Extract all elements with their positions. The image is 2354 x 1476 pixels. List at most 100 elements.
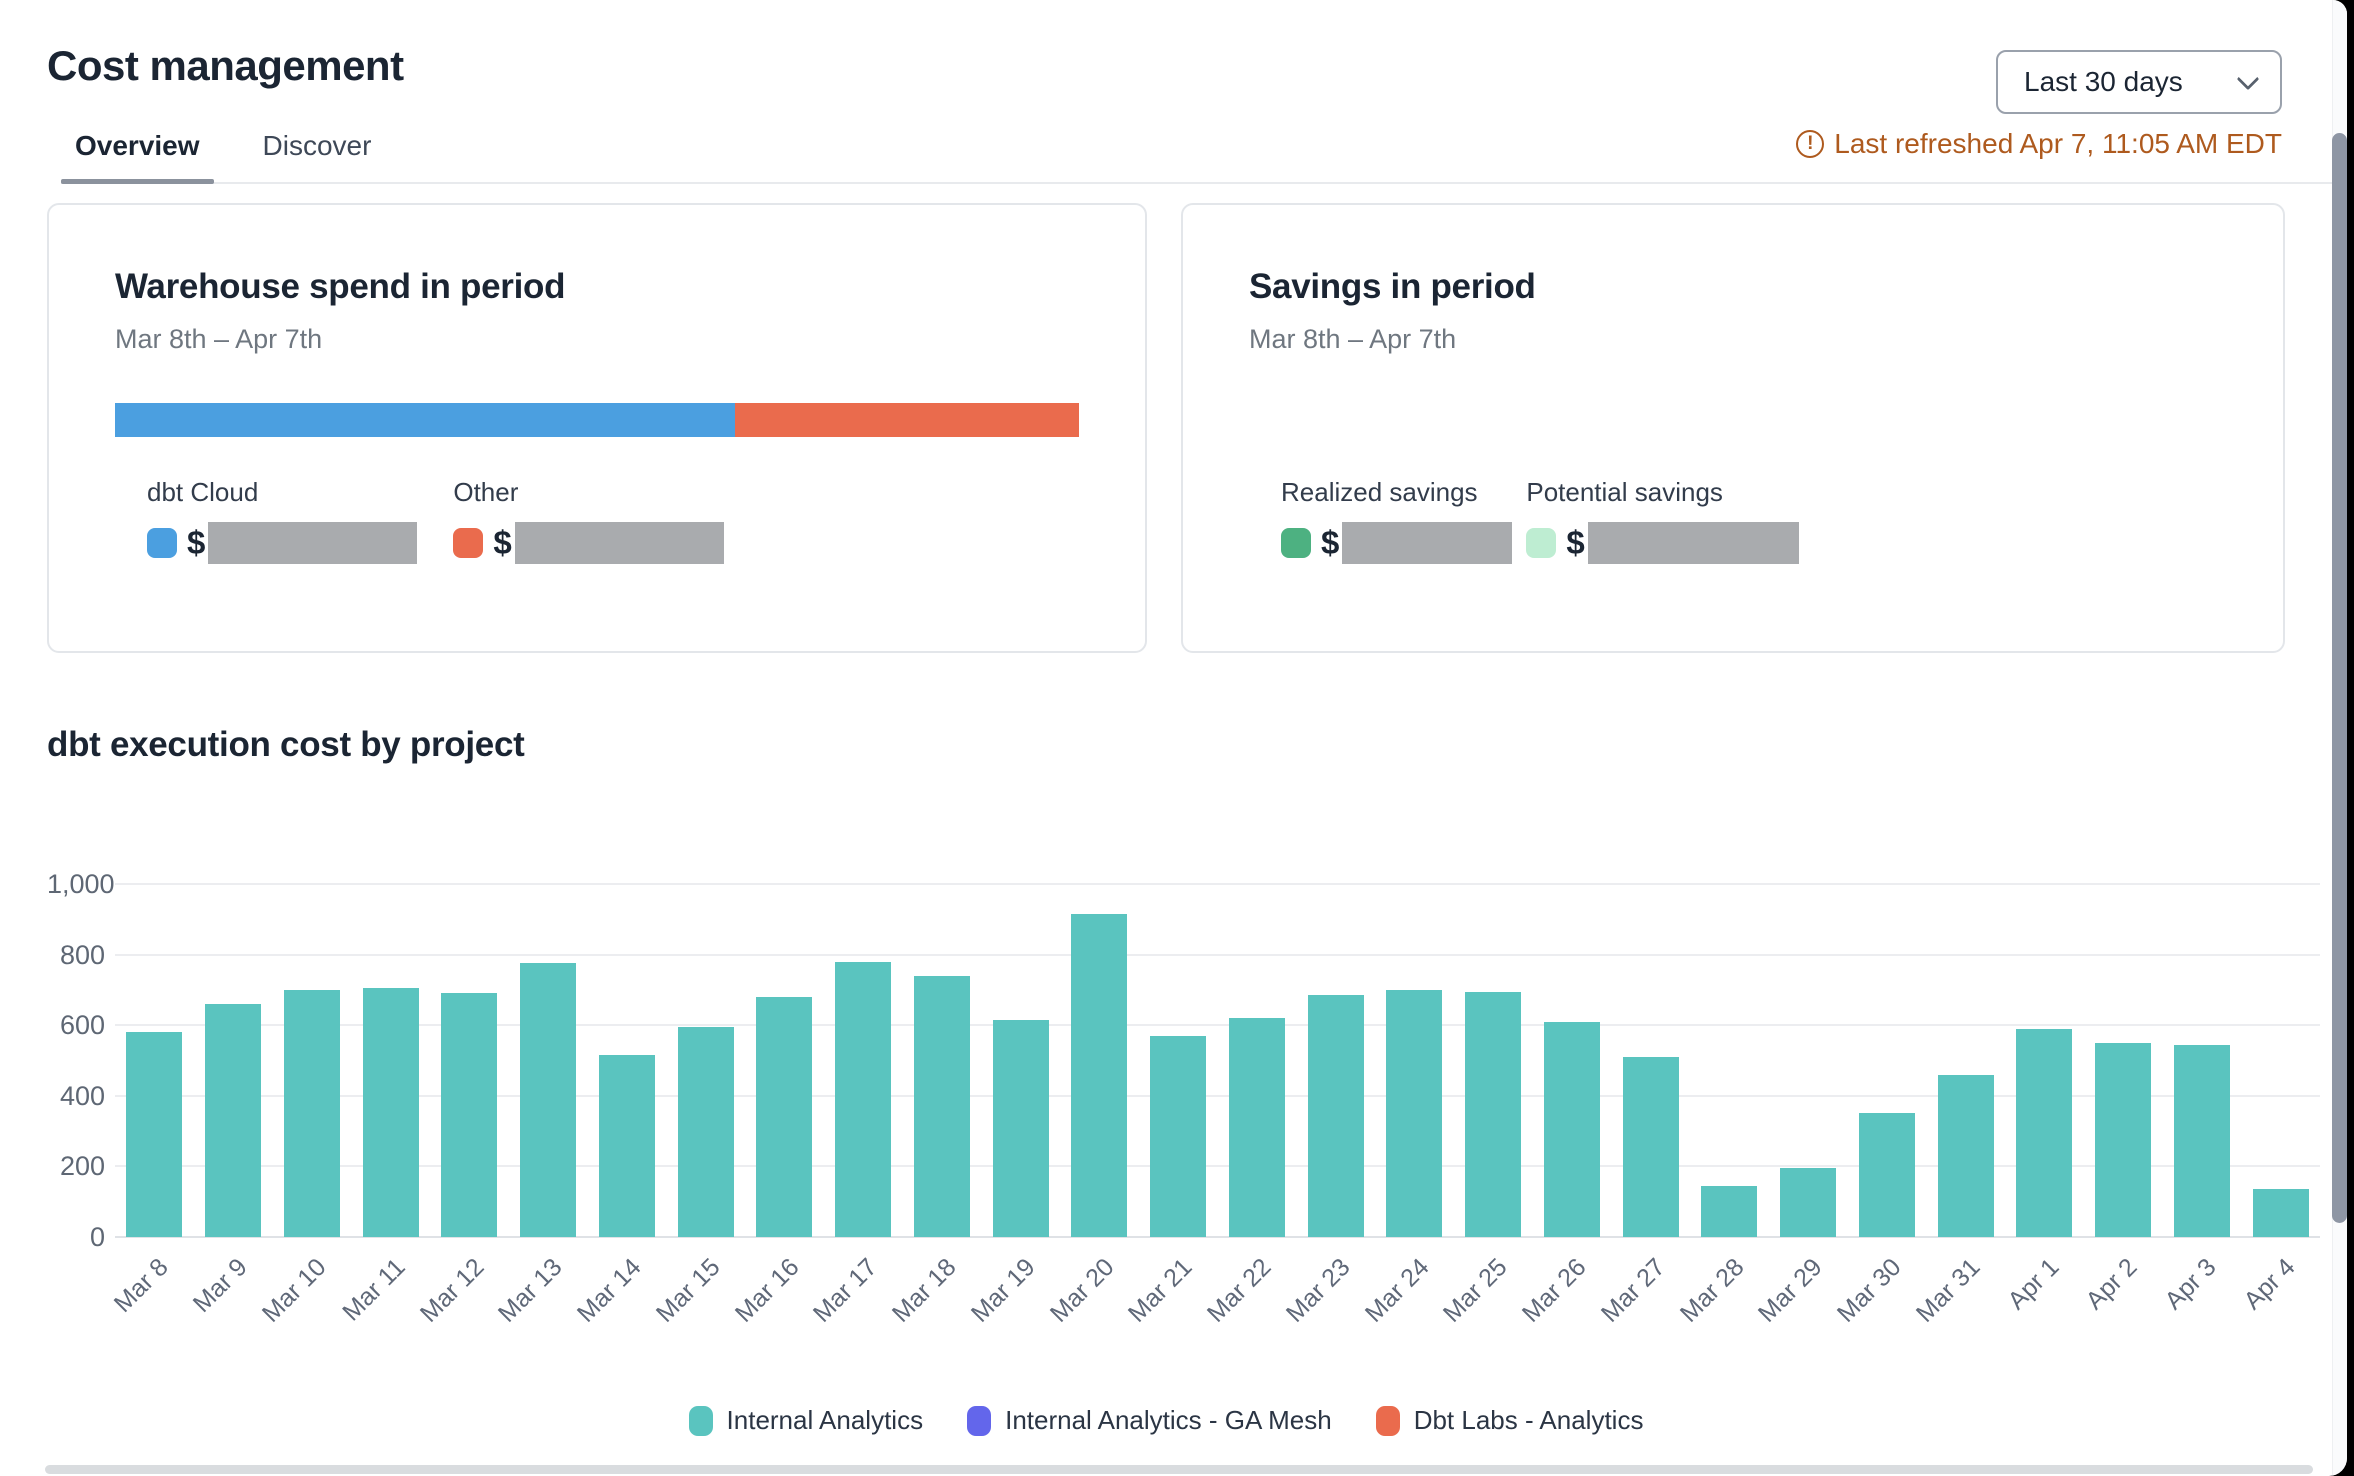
vertical-scrollbar-thumb[interactable] xyxy=(2332,133,2347,1223)
chart-legend-item-internal-analytics-ga-mesh[interactable]: Internal Analytics - GA Mesh xyxy=(967,1405,1332,1436)
bar-mar-18[interactable] xyxy=(913,975,970,1237)
bar-mar-26[interactable] xyxy=(1543,1021,1600,1237)
bar-mar-13[interactable] xyxy=(520,963,577,1237)
bar-apr-1[interactable] xyxy=(2016,1028,2073,1237)
legend-item-dbt-cloud: dbt Cloud $ xyxy=(147,477,418,564)
chart-section-title: dbt execution cost by project xyxy=(47,725,525,764)
legend-item-potential-savings: Potential savings $ xyxy=(1526,477,1799,564)
gridline-800 xyxy=(115,953,2320,956)
bar-mar-14[interactable] xyxy=(598,1055,655,1237)
tab-overview[interactable]: Overview xyxy=(61,130,214,184)
bar-mar-9[interactable] xyxy=(205,1004,262,1237)
bar-mar-24[interactable] xyxy=(1386,989,1443,1237)
bar-slot xyxy=(666,884,745,1237)
y-axis-tick-label: 1,000 xyxy=(47,869,115,899)
chart-legend-swatch xyxy=(688,1405,713,1436)
tab-bar: Overview Discover xyxy=(61,130,2332,184)
legend-value-row: $ xyxy=(453,522,724,564)
horizontal-scrollbar-thumb[interactable] xyxy=(45,1465,2313,1474)
warehouse-spend-stacked-bar xyxy=(115,403,1079,437)
bar-mar-30[interactable] xyxy=(1858,1113,1915,1237)
x-axis-tick-label: Apr 4 xyxy=(2238,1253,2301,1316)
x-axis-tick-label: Mar 9 xyxy=(187,1253,253,1318)
chart-legend-item-internal-analytics[interactable]: Internal Analytics xyxy=(688,1405,923,1436)
bar-mar-8[interactable] xyxy=(126,1032,183,1237)
bar-slot xyxy=(2005,884,2084,1237)
bar-mar-25[interactable] xyxy=(1465,991,1522,1237)
tab-discover[interactable]: Discover xyxy=(249,130,386,182)
bar-slot xyxy=(745,884,824,1237)
bar-slot xyxy=(1454,884,1533,1237)
bar-slot xyxy=(1533,884,1612,1237)
x-label-slot: Mar 14 xyxy=(572,1237,667,1352)
bar-slot xyxy=(903,884,982,1237)
x-label-slot: Mar 11 xyxy=(337,1237,430,1352)
gridline-0 xyxy=(115,1236,2320,1238)
legend-value-row: $ xyxy=(1281,522,1513,564)
bar-mar-29[interactable] xyxy=(1780,1168,1837,1237)
bar-mar-27[interactable] xyxy=(1622,1056,1679,1237)
x-label-slot: Mar 10 xyxy=(257,1237,352,1352)
legend-label: Realized savings xyxy=(1281,477,1478,507)
bar-mar-22[interactable] xyxy=(1228,1018,1285,1237)
x-label-slot: Mar 15 xyxy=(651,1237,745,1352)
page-title: Cost management xyxy=(47,42,404,89)
x-label-slot: Mar 24 xyxy=(1359,1237,1454,1352)
bar-mar-12[interactable] xyxy=(441,993,498,1237)
savings-date-range: Mar 8th – Apr 7th xyxy=(1249,324,1457,354)
x-label-slot: Mar 31 xyxy=(1911,1237,2005,1352)
warehouse-spend-date-range: Mar 8th – Apr 7th xyxy=(115,324,323,354)
bar-apr-4[interactable] xyxy=(2252,1189,2309,1237)
bar-mar-10[interactable] xyxy=(283,989,340,1237)
bar-mar-16[interactable] xyxy=(756,996,813,1237)
bar-mar-11[interactable] xyxy=(362,988,419,1237)
date-range-dropdown[interactable]: Last 30 days xyxy=(1996,50,2282,114)
bar-slot xyxy=(1690,884,1769,1237)
x-label-slot: Mar 27 xyxy=(1596,1237,1690,1352)
x-axis-tick-label: Apr 3 xyxy=(2159,1253,2222,1316)
bar-mar-28[interactable] xyxy=(1701,1185,1758,1237)
x-label-slot: Mar 8 xyxy=(109,1237,194,1352)
legend-swatch xyxy=(147,528,177,558)
bar-slot xyxy=(1139,884,1218,1237)
legend-swatch xyxy=(453,528,484,558)
bar-mar-20[interactable] xyxy=(1071,914,1128,1237)
bar-mar-19[interactable] xyxy=(992,1019,1049,1237)
chart-legend-item-dbt-labs-analytics[interactable]: Dbt Labs - Analytics xyxy=(1375,1405,1644,1436)
warehouse-spend-title: Warehouse spend in period xyxy=(115,267,566,306)
x-label-slot: Mar 18 xyxy=(887,1237,982,1352)
y-axis-tick-label: 200 xyxy=(59,1151,105,1182)
chart-bars xyxy=(115,884,2320,1237)
x-label-slot: Apr 3 xyxy=(2159,1237,2242,1352)
chevron-down-icon xyxy=(2236,67,2260,91)
warning-icon: ! xyxy=(1796,130,1825,158)
y-axis-tick-label: 600 xyxy=(59,1010,105,1041)
vertical-scrollbar-track[interactable] xyxy=(2332,0,2347,1476)
bar-mar-31[interactable] xyxy=(1937,1074,1994,1237)
legend-label: dbt Cloud xyxy=(147,477,259,507)
chart-legend-label: Dbt Labs - Analytics xyxy=(1413,1405,1644,1435)
bar-mar-21[interactable] xyxy=(1150,1035,1207,1237)
execution-cost-chart: Mar 8 Mar 9 Mar 10 Mar 11 Mar 12 Mar 13 Mar 14… xyxy=(47,869,2320,1328)
bar-mar-15[interactable] xyxy=(677,1026,734,1237)
date-range-value: Last 30 days xyxy=(2024,66,2183,97)
bar-slot xyxy=(1769,884,1848,1237)
bar-apr-2[interactable] xyxy=(2095,1042,2152,1237)
stacked-bar-segment-other xyxy=(734,403,1079,437)
bar-mar-23[interactable] xyxy=(1307,995,1364,1237)
page-header: Cost management Last 30 days ! Last refr… xyxy=(0,0,2332,159)
legend-swatch xyxy=(1281,528,1311,558)
chart-plot-area xyxy=(115,883,2320,1238)
bar-mar-17[interactable] xyxy=(835,961,892,1237)
legend-item-other: Other $ xyxy=(453,477,724,564)
x-label-slot: Mar 22 xyxy=(1202,1237,1297,1352)
y-axis-tick-label: 400 xyxy=(59,1080,105,1111)
bar-slot xyxy=(430,884,509,1237)
x-axis-tick-label: Apr 2 xyxy=(2080,1253,2143,1316)
stacked-bar-segment-dbt-cloud xyxy=(115,403,735,437)
x-label-slot: Mar 17 xyxy=(808,1237,903,1352)
x-label-slot: Mar 23 xyxy=(1281,1237,1375,1352)
bar-slot xyxy=(2241,884,2320,1237)
bar-apr-3[interactable] xyxy=(2173,1044,2230,1237)
legend-label: Other xyxy=(453,477,519,507)
